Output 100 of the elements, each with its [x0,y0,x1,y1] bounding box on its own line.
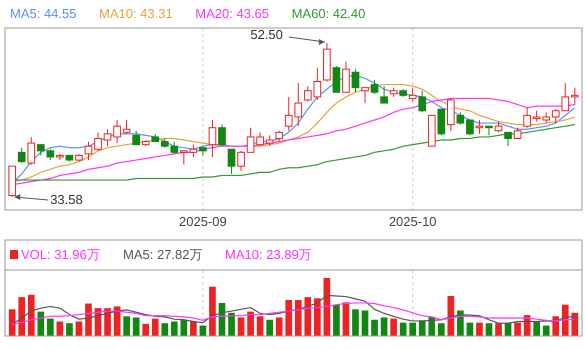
bar [333,304,340,336]
candlestick [190,144,198,158]
bar [66,323,73,336]
bar [152,318,159,336]
candlestick [294,82,302,127]
bar [114,306,120,336]
bar [104,308,111,336]
candlestick [361,87,369,104]
candlestick [18,147,26,164]
bar [161,323,168,336]
bar [276,317,283,336]
bar [486,323,492,336]
candlestick [466,120,474,136]
text: MA5: 27.82万 [123,247,202,262]
candlestick [485,126,493,136]
candlestick [532,110,540,122]
bar [228,312,235,336]
candlestick [494,121,502,133]
bar [371,320,378,336]
candlestick [542,112,550,124]
candlestick [390,87,398,98]
bar [409,322,416,336]
bar [256,316,264,336]
bar [170,322,178,336]
text: 52.50 [250,27,283,42]
bar [238,317,244,336]
bar [304,297,312,336]
bar [533,322,540,336]
candlestick [523,107,531,128]
bar [504,323,512,336]
candlestick [514,127,522,139]
bar [495,323,502,336]
candlestick [570,87,579,106]
candlestick [552,108,560,124]
candlestick [208,120,216,158]
text: MA60: 42.40 [292,6,366,21]
bar [94,308,102,336]
bar [342,302,350,336]
bar [514,322,521,336]
candlestick [27,136,36,166]
candlestick [180,150,188,166]
text: MA20: 43.65 [195,6,270,21]
candlestick [46,148,54,161]
bar [218,302,226,336]
bar [542,326,550,336]
candlestick [199,146,207,156]
candlestick [284,96,293,132]
bar [37,312,44,336]
bar [180,320,188,336]
bar [390,318,397,336]
candlestick [36,144,45,156]
candlestick [561,82,570,112]
bar [18,297,26,336]
bar [190,322,197,336]
candlestick [504,132,512,147]
candlestick [132,130,140,146]
bar [324,278,330,336]
bar [85,304,92,336]
candlestick [228,148,236,174]
bar [209,286,216,336]
candlestick [476,120,484,134]
bar [352,309,359,336]
candlestick [237,150,245,172]
bar [476,322,483,336]
candlestick [246,127,254,153]
annotation: 33.58 [50,192,83,207]
candlestick [314,67,322,100]
bar [466,322,474,336]
x-tick-label: 2025-10 [388,214,437,229]
candlestick [170,141,178,154]
candlestick [266,134,274,147]
bar [200,326,206,336]
bar [8,309,16,336]
candlestick [160,138,169,148]
candlestick [370,79,378,94]
bar [448,296,454,336]
candlestick [275,130,284,142]
bar [28,294,35,336]
bar [56,322,64,336]
text: MA10: 23.89万 [225,247,312,262]
candlestick [122,120,130,134]
text: MA5: 44.55 [10,6,76,21]
text: MA10: 43.31 [99,6,173,21]
x-tick-label: 2025-09 [179,214,227,229]
candlestick [408,87,417,102]
candlestick [352,68,360,93]
bar [294,300,302,336]
bar [362,310,368,336]
bar [132,317,140,336]
candlestick [418,90,426,113]
bar [400,322,406,336]
legend-label: VOL: 31.96万 [21,247,100,262]
candlestick [304,86,312,102]
candlestick [380,86,388,104]
candlestick [342,60,350,93]
bar [438,323,445,336]
bar [76,322,82,336]
candlestick [113,120,121,144]
bar [142,324,150,336]
bar [266,320,273,336]
